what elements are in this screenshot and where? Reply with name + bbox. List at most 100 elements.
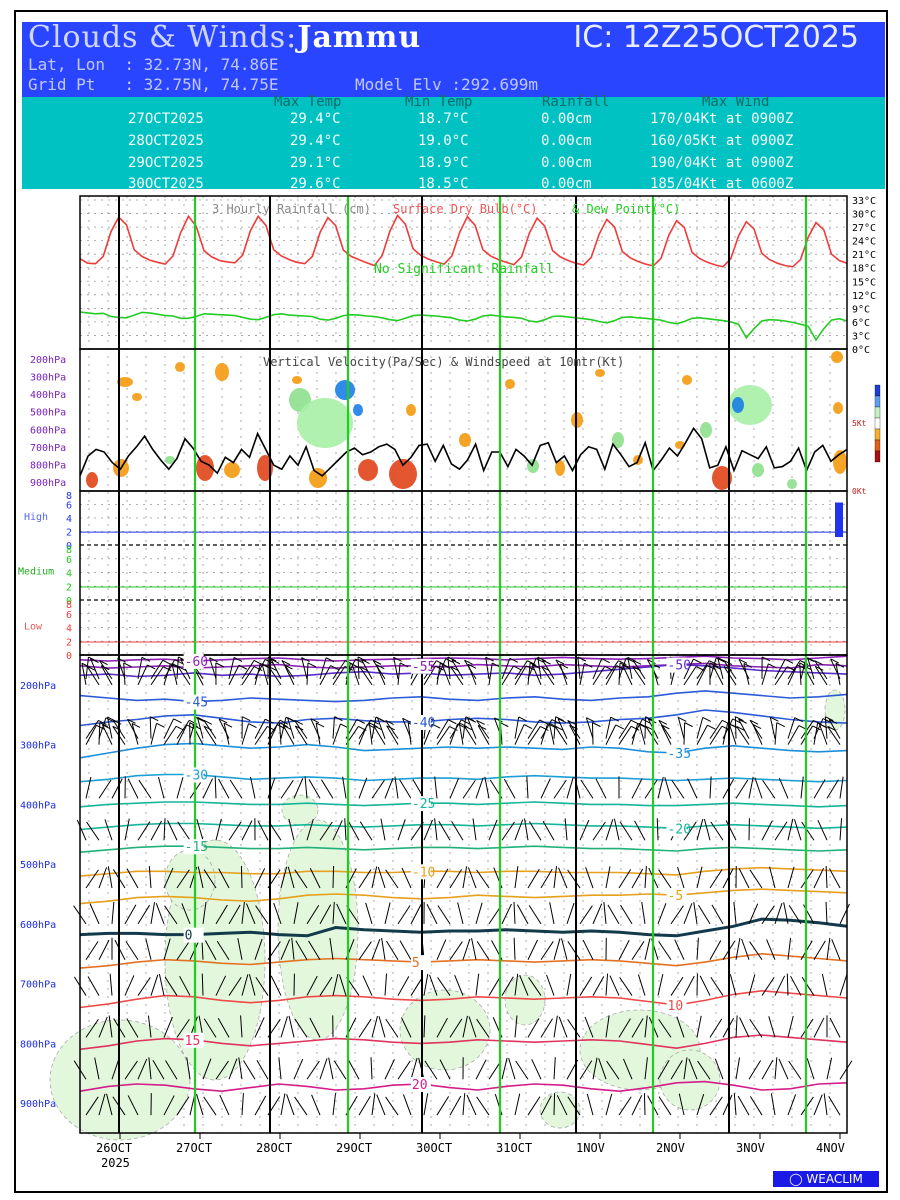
wind-barb: [527, 719, 541, 739]
wind-barb: [238, 1057, 243, 1080]
wind-barb-flag: [177, 666, 187, 671]
wind-barb: [827, 726, 841, 745]
wind-barb: [386, 940, 399, 960]
pressure-label: 700hPa: [20, 980, 56, 991]
wind-barb: [467, 664, 477, 686]
isotherm-label-bg: [183, 927, 204, 943]
wind-barb: [434, 776, 438, 799]
wind-barb-flag: [752, 724, 762, 729]
wind-barb: [825, 901, 828, 924]
wind-barb: [228, 821, 242, 841]
wind-barb: [787, 937, 792, 960]
wind-barb: [553, 1093, 556, 1116]
row-max-temp: 29.1°C: [290, 155, 341, 171]
wind-barb-flag: [270, 658, 280, 664]
wind-barb: [358, 1018, 372, 1038]
wind-barb-flag: [445, 658, 454, 664]
wind-barb: [501, 903, 512, 925]
wind-barb: [605, 1015, 610, 1038]
wind-barb-flag: [776, 722, 785, 728]
wind-barb: [823, 1093, 828, 1116]
wind-barb-flag: [189, 722, 198, 728]
wind-barb: [155, 903, 165, 925]
wind-barb: [619, 821, 633, 841]
wind-barb: [623, 1058, 633, 1080]
wind-barb: [127, 719, 139, 739]
wind-barb: [371, 1015, 378, 1038]
wind-barb: [801, 976, 815, 996]
wind-barb: [306, 905, 320, 925]
wind-barb: [554, 725, 568, 745]
x-tick-label: 2NOV: [656, 1141, 685, 1155]
wind-barb-flag: [448, 719, 457, 725]
wind-barb: [734, 716, 737, 739]
wind-barb-flag: [162, 659, 171, 665]
isotherm-label-bg: [410, 796, 431, 812]
wind-barb: [644, 938, 651, 960]
wind-barb-flag: [105, 717, 115, 723]
wind-barb: [514, 716, 520, 739]
row-max-wind: 160/05Kt at 0900Z: [650, 133, 794, 149]
velocity-blob: [224, 462, 240, 478]
wind-barb: [722, 1094, 733, 1116]
wind-barb: [835, 663, 841, 685]
wind-barb: [127, 778, 139, 799]
wind-barb: [829, 1017, 841, 1038]
wind-barb: [817, 819, 828, 841]
wind-barb: [306, 662, 309, 685]
velocity-blob: [215, 363, 229, 381]
wind-barb: [540, 941, 554, 961]
wind-barb-flag: [223, 722, 233, 728]
row-rainfall: 0.00cm: [541, 133, 592, 149]
wind-barb: [618, 726, 632, 745]
wind-barb: [463, 725, 477, 745]
cloud-bar: [835, 502, 843, 537]
wind-barb: [774, 975, 786, 996]
wind-barb: [641, 902, 646, 924]
wind-barb: [645, 726, 659, 745]
initial-condition: IC: 12Z25OCT2025: [573, 20, 859, 55]
wind-barb: [381, 937, 386, 960]
row-rainfall: 0.00cm: [541, 111, 592, 127]
wind-barb-flag: [467, 663, 477, 669]
wind-barb: [774, 666, 788, 686]
wind-barb: [111, 901, 115, 924]
velocity-blob: [682, 375, 692, 385]
pressure-label: 200hPa: [20, 681, 56, 692]
isotherm-label-bg: [183, 839, 204, 855]
wind-barb: [754, 777, 763, 799]
wind-barb: [228, 904, 241, 925]
wind-barb: [735, 1015, 738, 1038]
wind-barb: [186, 1057, 191, 1080]
wind-barb: [410, 904, 422, 925]
wind-barb: [631, 778, 643, 799]
wind-barb-flag: [619, 662, 629, 668]
wind-barb-flag: [729, 723, 738, 729]
isotherm-label-bg: [666, 657, 687, 673]
wind-barb: [462, 866, 468, 889]
wind-barb-flag: [399, 662, 409, 668]
wind-barb-flag: [513, 665, 522, 671]
wind-barb: [293, 902, 299, 924]
wind-barb-flag: [735, 716, 744, 722]
wind-barb: [541, 666, 555, 686]
wind-barb: [147, 1015, 152, 1038]
wind-barb: [514, 1093, 521, 1116]
wind-barb: [741, 938, 750, 960]
wind-barb: [585, 717, 594, 739]
wind-barb: [631, 1095, 643, 1116]
wind-barb-flag: [797, 664, 806, 670]
wind-barb: [531, 664, 542, 686]
wind-barb: [273, 902, 282, 925]
wind-barb: [774, 1057, 778, 1080]
wind-barb-flag: [377, 717, 386, 723]
wind-barb: [270, 975, 282, 996]
wind-barb: [365, 902, 373, 925]
wind-barb: [688, 1058, 698, 1080]
wind-barb: [585, 867, 594, 889]
wind-barb: [770, 1093, 776, 1116]
wind-barb: [100, 665, 113, 686]
wind-barb-flag: [147, 664, 156, 670]
wind-barb-flag: [830, 658, 839, 664]
wind-barb: [372, 660, 386, 680]
